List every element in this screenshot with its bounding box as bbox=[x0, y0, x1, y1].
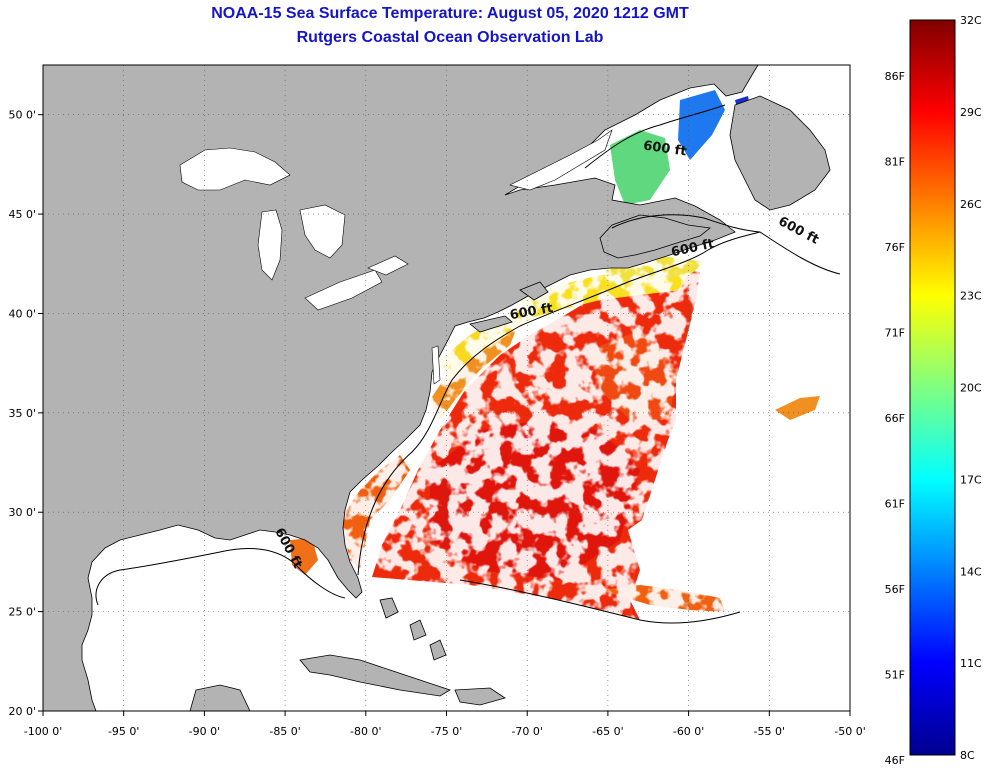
colorbar-celsius-label: 29C bbox=[960, 106, 982, 119]
x-axis: -100 0' -95 0' -90 0' -85 0' -80 0' -75 0' -70… bbox=[24, 711, 866, 738]
colorbar-fahrenheit-label: 86F bbox=[885, 70, 905, 83]
long-island bbox=[469, 315, 513, 333]
colorbar-fahrenheit-label: 66F bbox=[885, 412, 905, 425]
colorbar-celsius-label: 23C bbox=[960, 290, 982, 303]
y-tick-label: 25 0' bbox=[8, 606, 36, 619]
x-tick-label: -90 0' bbox=[189, 725, 221, 738]
colorbar: 32C 29C 26C 23C 20C 17C 14C 11C 8C 86F 81F 76F 71F 6… bbox=[885, 14, 982, 767]
colorbar-fahrenheit-label: 56F bbox=[885, 583, 905, 596]
nova-scotia bbox=[599, 214, 711, 259]
cape-cod bbox=[519, 281, 549, 301]
lake-superior bbox=[179, 147, 291, 191]
lake-huron bbox=[299, 204, 346, 259]
colorbar-swatch bbox=[909, 19, 956, 756]
lake-michigan bbox=[257, 209, 283, 281]
x-tick-label: -85 0' bbox=[269, 725, 301, 738]
yucatan bbox=[189, 684, 251, 711]
st-lawrence-estuary bbox=[509, 129, 613, 191]
y-tick-label: 35 0' bbox=[8, 407, 36, 420]
bahamas bbox=[379, 597, 447, 661]
x-tick-label: -70 0' bbox=[511, 725, 543, 738]
colorbar-celsius-label: 14C bbox=[960, 565, 982, 578]
x-tick-label: -65 0' bbox=[592, 725, 624, 738]
x-tick-label: -80 0' bbox=[350, 725, 382, 738]
newfoundland bbox=[729, 95, 831, 211]
x-tick-label: -60 0' bbox=[673, 725, 705, 738]
y-tick-label: 45 0' bbox=[8, 208, 36, 221]
colorbar-celsius-labels: 32C 29C 26C 23C 20C 17C 14C 11C 8C bbox=[960, 14, 982, 762]
x-tick-label: -100 0' bbox=[24, 725, 62, 738]
y-tick-label: 40 0' bbox=[8, 307, 36, 320]
isobath-label: 600 ft bbox=[642, 139, 687, 160]
cuba bbox=[299, 654, 451, 697]
x-tick-label: -75 0' bbox=[431, 725, 463, 738]
chesapeake-bay bbox=[431, 345, 441, 385]
colorbar-fahrenheit-label: 81F bbox=[885, 156, 905, 169]
colorbar-fahrenheit-label: 61F bbox=[885, 498, 905, 511]
isobath-label: 600 ft bbox=[509, 301, 554, 323]
lake-erie bbox=[304, 269, 383, 311]
x-tick-label: -55 0' bbox=[754, 725, 786, 738]
isobath-600ft bbox=[95, 104, 841, 624]
sst-labrador-blue bbox=[678, 90, 725, 160]
colorbar-fahrenheit-label: 76F bbox=[885, 241, 905, 254]
colorbar-celsius-label: 11C bbox=[960, 657, 982, 670]
x-tick-label: -50 0' bbox=[834, 725, 866, 738]
land-layer bbox=[43, 65, 831, 711]
y-tick-label: 20 0' bbox=[8, 705, 36, 718]
x-tick-label: -95 0' bbox=[108, 725, 140, 738]
sst-east-patch bbox=[775, 396, 820, 420]
sst-gulf-st-lawrence bbox=[610, 130, 670, 205]
colorbar-celsius-label: 32C bbox=[960, 14, 982, 27]
colorbar-fahrenheit-labels: 86F 81F 76F 71F 66F 61F 56F 51F 46F bbox=[885, 70, 905, 767]
y-axis: 50 0' 45 0' 40 0' 35 0' 30 0' 25 0' 20 0' bbox=[8, 109, 43, 718]
colorbar-fahrenheit-label: 46F bbox=[885, 754, 905, 767]
colorbar-celsius-label: 8C bbox=[960, 749, 975, 762]
hispaniola bbox=[454, 687, 506, 706]
lake-ontario bbox=[367, 255, 409, 276]
colorbar-celsius-label: 20C bbox=[960, 382, 982, 395]
colorbar-fahrenheit-label: 71F bbox=[885, 327, 905, 340]
y-tick-label: 50 0' bbox=[8, 109, 36, 122]
colorbar-celsius-label: 17C bbox=[960, 473, 982, 486]
colorbar-celsius-label: 26C bbox=[960, 198, 982, 211]
north-america-land bbox=[43, 65, 759, 711]
map-subtitle: Rutgers Coastal Ocean Observation Lab bbox=[296, 29, 604, 46]
colorbar-fahrenheit-label: 51F bbox=[885, 669, 905, 682]
map-title: NOAA-15 Sea Surface Temperature: August … bbox=[211, 5, 689, 22]
y-tick-label: 30 0' bbox=[8, 506, 36, 519]
lakes-layer bbox=[179, 129, 613, 385]
